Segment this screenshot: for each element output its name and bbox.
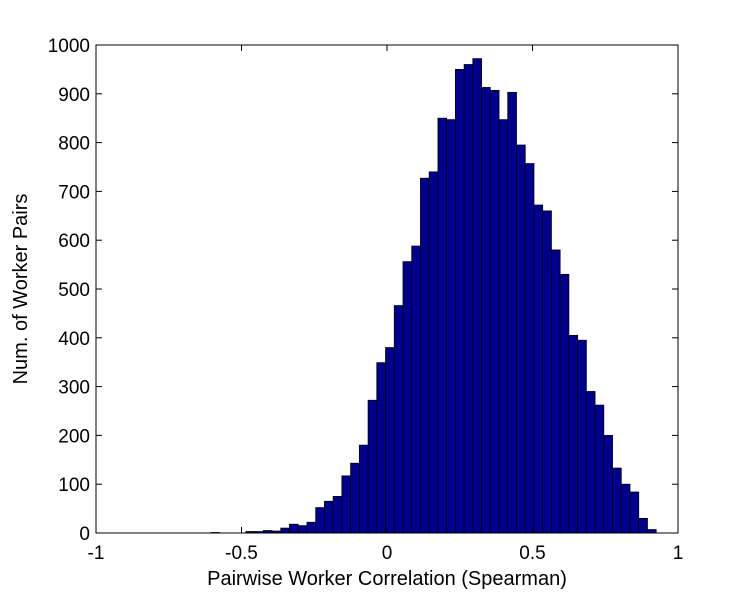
histogram-bar — [420, 178, 429, 533]
histogram-bar — [543, 211, 552, 533]
y-tick-label: 900 — [58, 85, 90, 106]
histogram-bar — [464, 65, 473, 533]
histogram-bar — [429, 172, 438, 533]
histogram-bar — [473, 59, 482, 533]
histogram-bar — [525, 164, 534, 533]
histogram-bar — [403, 262, 412, 533]
histogram-bar — [412, 246, 421, 533]
histogram-bar — [290, 524, 299, 533]
y-tick-label: 300 — [58, 378, 90, 399]
histogram-bar — [307, 522, 316, 533]
histogram-bar — [647, 530, 656, 533]
histogram-bar — [368, 400, 377, 533]
histogram-bar — [316, 508, 325, 533]
y-axis-title: Num. of Worker Pairs — [10, 194, 32, 385]
histogram-bar — [482, 87, 491, 533]
histogram-bar — [560, 274, 569, 533]
histogram-bar — [569, 335, 578, 533]
x-tick-label: -0.5 — [225, 543, 258, 564]
histogram-bar — [298, 526, 307, 533]
histogram-bar — [595, 405, 604, 533]
histogram-bar — [438, 118, 447, 533]
x-tick-label: 0 — [382, 543, 393, 564]
histogram-bar — [490, 90, 499, 533]
histogram-bar — [639, 518, 648, 533]
histogram-bar — [613, 468, 622, 533]
histogram-bar — [621, 484, 630, 533]
y-tick-label: 200 — [58, 426, 90, 447]
x-tick-label: -1 — [88, 543, 105, 564]
y-tick-label: 600 — [58, 231, 90, 252]
x-tick-label: 1 — [673, 543, 684, 564]
y-tick-label: 0 — [79, 524, 90, 545]
bars-layer — [211, 59, 656, 533]
histogram-bar — [578, 340, 587, 533]
histogram-bar — [534, 205, 543, 533]
histogram-bar — [324, 501, 333, 533]
y-tick-label: 400 — [58, 329, 90, 350]
histogram-bar — [333, 496, 342, 533]
y-tick-label: 500 — [58, 280, 90, 301]
y-tick-label: 800 — [58, 134, 90, 155]
histogram-bar — [508, 92, 517, 533]
histogram-bar — [281, 528, 290, 533]
histogram-bar — [342, 476, 351, 533]
histogram-bar — [394, 306, 403, 533]
histogram-bar — [386, 348, 395, 533]
histogram-bar — [517, 145, 526, 533]
histogram-bar — [630, 492, 639, 533]
y-tick-label: 700 — [58, 182, 90, 203]
histogram-bar — [377, 363, 386, 533]
y-tick-label: 1000 — [48, 36, 90, 57]
y-tick-label: 100 — [58, 475, 90, 496]
histogram-bar — [604, 435, 613, 533]
x-axis-title: Pairwise Worker Correlation (Spearman) — [207, 568, 567, 590]
histogram-bar — [351, 463, 360, 533]
histogram-bar — [447, 120, 456, 533]
histogram-bar — [551, 250, 560, 533]
histogram-bar — [359, 445, 368, 533]
histogram-bar — [499, 120, 508, 533]
histogram-bar — [455, 69, 464, 533]
histogram-bar — [586, 391, 595, 533]
x-tick-label: 0.5 — [519, 543, 545, 564]
